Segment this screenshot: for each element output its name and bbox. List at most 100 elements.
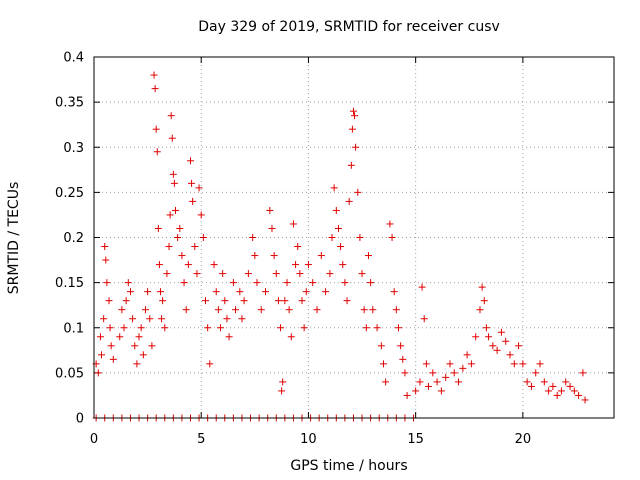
data-point-marker bbox=[300, 324, 308, 332]
data-point-marker bbox=[352, 143, 360, 151]
y-axis-ticks: 0 0.05 0.1 0.15 0.2 0.25 0.3 0.35 0.4 bbox=[55, 51, 614, 427]
data-point-marker bbox=[292, 261, 300, 269]
data-point-marker bbox=[107, 342, 115, 350]
data-point-marker bbox=[337, 243, 345, 251]
data-point-marker bbox=[351, 112, 359, 120]
data-point-marker bbox=[394, 324, 402, 332]
data-point-marker bbox=[296, 270, 304, 278]
data-point-marker bbox=[369, 306, 377, 314]
data-point-marker bbox=[133, 360, 141, 368]
data-point-marker bbox=[354, 188, 362, 196]
data-point-marker bbox=[274, 297, 282, 305]
data-point-marker bbox=[536, 360, 544, 368]
data-point-marker bbox=[266, 206, 274, 214]
y-tick-label: 0.3 bbox=[63, 141, 84, 156]
data-point-marker bbox=[186, 157, 194, 165]
data-point-marker bbox=[279, 378, 287, 386]
data-point-marker bbox=[545, 387, 553, 395]
data-point-marker bbox=[210, 261, 218, 269]
data-point-marker bbox=[401, 369, 409, 377]
data-point-marker bbox=[124, 279, 132, 287]
data-point-marker bbox=[251, 252, 259, 260]
data-point-marker bbox=[195, 184, 203, 192]
data-point-marker bbox=[202, 297, 210, 305]
data-point-marker bbox=[268, 224, 276, 232]
data-point-marker bbox=[382, 378, 390, 386]
data-point-marker bbox=[253, 279, 261, 287]
data-point-marker bbox=[502, 337, 510, 345]
y-tick-label: 0.2 bbox=[63, 231, 84, 246]
data-point-marker bbox=[519, 360, 527, 368]
data-point-marker bbox=[412, 387, 420, 395]
x-tick-label: 15 bbox=[407, 432, 424, 447]
data-point-marker bbox=[159, 297, 167, 305]
data-point-marker bbox=[566, 382, 574, 390]
data-point-marker bbox=[199, 234, 207, 241]
data-point-marker bbox=[343, 297, 351, 305]
data-point-marker bbox=[388, 234, 396, 241]
data-point-marker bbox=[549, 382, 557, 390]
data-point-marker bbox=[493, 346, 501, 354]
data-point-marker bbox=[171, 206, 179, 214]
data-point-marker bbox=[109, 355, 117, 363]
data-point-marker bbox=[467, 360, 475, 368]
data-point-marker bbox=[557, 387, 565, 395]
data-point-marker bbox=[403, 391, 411, 399]
data-point-marker bbox=[356, 234, 364, 241]
data-point-marker bbox=[270, 252, 278, 260]
data-point-marker bbox=[168, 134, 176, 142]
data-point-marker bbox=[579, 369, 587, 377]
data-point-marker bbox=[362, 324, 370, 332]
data-point-marker bbox=[174, 234, 182, 241]
data-point-marker bbox=[229, 279, 237, 287]
data-point-marker bbox=[150, 71, 158, 79]
data-point-marker bbox=[170, 179, 178, 187]
data-point-marker bbox=[349, 107, 357, 115]
y-tick-label: 0.4 bbox=[63, 51, 84, 66]
data-point-marker bbox=[360, 306, 368, 314]
data-point-marker bbox=[169, 170, 177, 178]
data-point-marker bbox=[94, 369, 102, 377]
data-point-marker bbox=[102, 256, 110, 264]
data-point-marker bbox=[139, 351, 147, 359]
data-point-marker bbox=[103, 279, 111, 287]
data-point-marker bbox=[345, 197, 353, 205]
data-point-marker bbox=[153, 148, 161, 156]
data-point-marker bbox=[302, 288, 310, 296]
data-point-marker bbox=[100, 315, 108, 323]
data-point-marker bbox=[429, 369, 437, 377]
data-point-marker bbox=[240, 297, 248, 305]
data-point-marker bbox=[262, 288, 270, 296]
x-tick-label: 20 bbox=[515, 432, 532, 447]
y-tick-label: 0 bbox=[76, 412, 84, 427]
data-point-marker bbox=[217, 324, 225, 332]
data-point-marker bbox=[510, 360, 518, 368]
data-point-marker bbox=[238, 315, 246, 323]
data-point-marker bbox=[257, 306, 265, 314]
data-point-marker bbox=[334, 224, 342, 232]
x-tick-label: 5 bbox=[197, 432, 205, 447]
data-point-marker bbox=[96, 333, 104, 341]
data-point-marker bbox=[206, 360, 214, 368]
data-point-marker bbox=[225, 333, 233, 341]
data-point-marker bbox=[420, 315, 428, 323]
data-point-marker bbox=[189, 197, 197, 205]
data-point-marker bbox=[463, 351, 471, 359]
data-point-marker bbox=[446, 360, 454, 368]
data-point-marker bbox=[221, 297, 229, 305]
data-point-marker bbox=[515, 342, 523, 350]
data-point-marker bbox=[418, 283, 426, 291]
data-point-marker bbox=[146, 315, 154, 323]
data-point-marker bbox=[249, 234, 257, 241]
data-point-marker bbox=[390, 288, 398, 296]
data-point-marker bbox=[497, 328, 505, 336]
data-point-marker bbox=[523, 378, 531, 386]
data-point-marker bbox=[184, 261, 192, 269]
data-point-marker bbox=[161, 324, 169, 332]
data-point-marker bbox=[442, 373, 450, 381]
data-point-marker bbox=[322, 288, 330, 296]
data-point-marker bbox=[459, 364, 467, 372]
data-point-marker bbox=[553, 391, 561, 399]
data-point-marker bbox=[364, 252, 372, 260]
